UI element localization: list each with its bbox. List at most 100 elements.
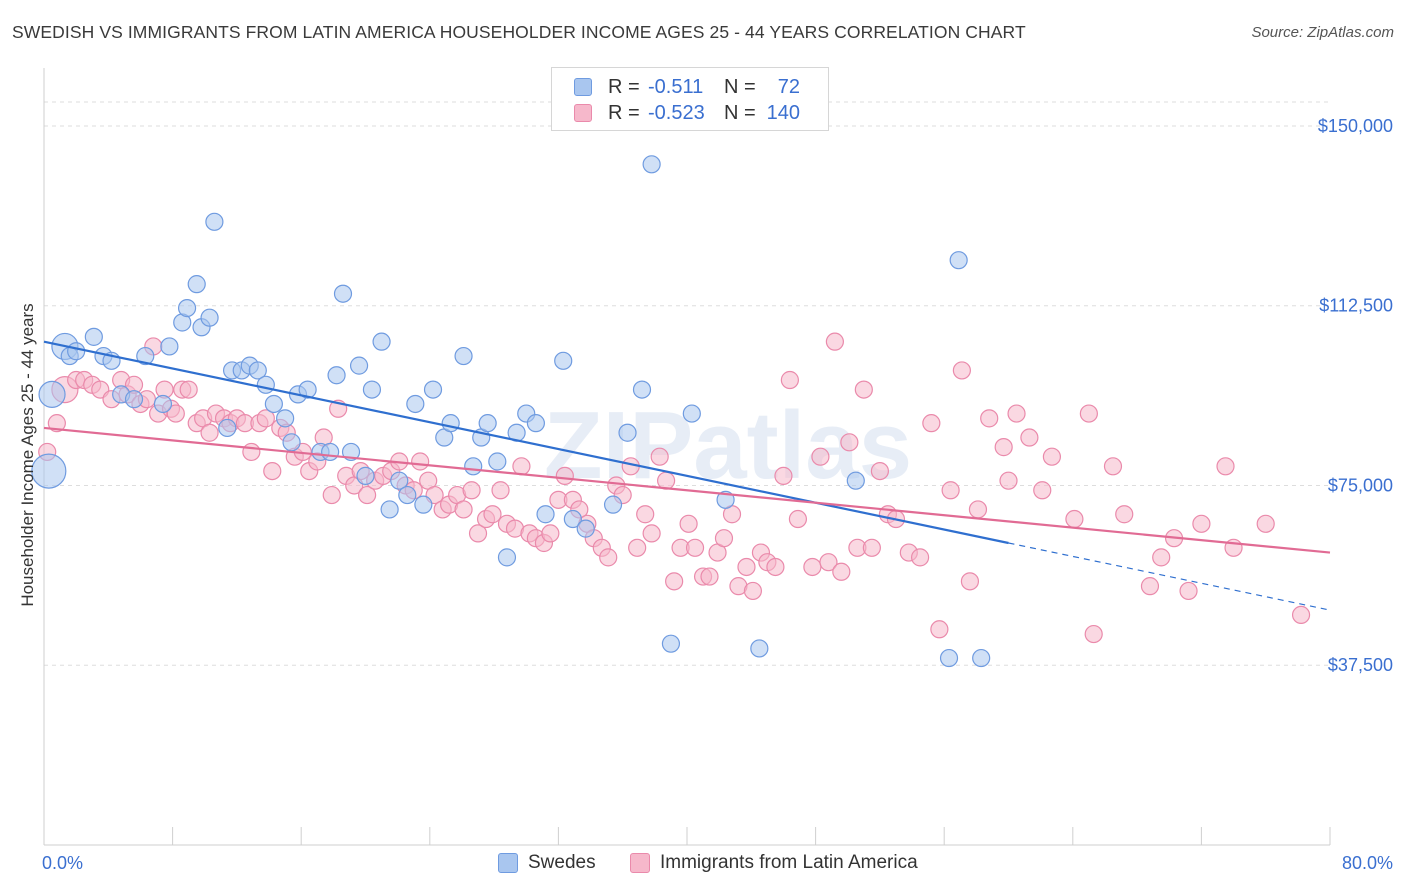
- swede-point: [618, 423, 637, 442]
- swede-point: [160, 337, 179, 356]
- latin-point: [685, 538, 705, 557]
- latin-point: [1020, 428, 1039, 447]
- swede-point: [464, 457, 483, 476]
- swede-point: [488, 452, 507, 471]
- latin-point: [1079, 404, 1098, 423]
- swede-point: [356, 466, 375, 485]
- swede-point: [554, 351, 573, 370]
- latin-point: [200, 423, 219, 442]
- latin-point: [968, 500, 988, 519]
- swede-point: [321, 442, 340, 462]
- latin-point: [803, 557, 822, 577]
- latin-point: [999, 471, 1018, 490]
- latin-point: [599, 548, 618, 567]
- swede-point: [187, 275, 206, 294]
- latin-point: [322, 485, 341, 505]
- latin-point: [454, 500, 473, 519]
- latin-legend-swatch: [630, 853, 650, 873]
- latin-point: [862, 538, 881, 557]
- latin-point: [1042, 447, 1062, 466]
- swede-point: [454, 346, 473, 366]
- swede-point: [972, 648, 991, 668]
- latin-point: [870, 461, 890, 481]
- latin-point: [930, 620, 949, 639]
- latin-point: [166, 404, 185, 423]
- latin-point: [980, 409, 999, 428]
- swede-point: [327, 366, 346, 385]
- latin-point: [743, 581, 763, 601]
- n-value: 72: [777, 75, 800, 98]
- n-value: 140: [766, 101, 800, 124]
- latin-point: [854, 380, 873, 399]
- latin-point: [811, 447, 830, 466]
- latin-point: [700, 567, 719, 586]
- legend-item-swedes[interactable]: Swedes: [498, 852, 596, 874]
- swede-point: [362, 380, 382, 399]
- latin-point: [1115, 505, 1134, 524]
- swede-point: [423, 380, 443, 399]
- latin-point: [1033, 481, 1052, 500]
- latin-swatch: [574, 104, 592, 122]
- latin-point: [650, 447, 669, 466]
- latin-point: [952, 361, 971, 380]
- latin-point: [179, 380, 198, 399]
- swedes-swatch: [574, 78, 592, 96]
- x-tick-label: 0.0%: [42, 853, 83, 873]
- latin-point: [960, 572, 980, 591]
- latin-point: [994, 438, 1013, 457]
- y-axis-title: Householder Income Ages 25 - 44 years: [18, 303, 37, 607]
- swede-point: [603, 495, 623, 514]
- latin-point: [737, 557, 756, 577]
- latin-point: [242, 442, 261, 462]
- swede-point: [298, 380, 317, 399]
- latin-point: [468, 524, 488, 543]
- swede-point: [390, 471, 409, 490]
- latin-legend-label: Immigrants from Latin America: [660, 852, 918, 873]
- latin-point: [780, 370, 799, 390]
- latin-point: [819, 553, 838, 572]
- latin-point: [628, 538, 647, 557]
- swedes-points: [31, 155, 991, 668]
- swede-point: [218, 418, 237, 438]
- swede-point: [67, 342, 86, 361]
- swede-point: [282, 433, 301, 452]
- latin-point: [1103, 457, 1123, 476]
- latin-point: [766, 557, 785, 577]
- swede-point: [153, 394, 173, 414]
- swede-point: [380, 500, 399, 519]
- latin-point: [665, 572, 684, 591]
- latin-point: [263, 461, 282, 481]
- latin-point: [922, 414, 941, 433]
- swede-point: [372, 332, 391, 351]
- latin-point: [910, 548, 930, 567]
- swede-point: [177, 299, 197, 318]
- legend-row-swedes: R = -0.511 N = 72: [574, 74, 800, 100]
- swedes-legend-label: Swedes: [528, 852, 596, 873]
- swedes-trend-extension: [1008, 542, 1331, 611]
- swede-point: [716, 490, 735, 509]
- latin-trend-line: [43, 426, 1331, 554]
- swede-point: [750, 639, 769, 658]
- latin-point: [483, 505, 502, 524]
- latin-point: [358, 485, 377, 505]
- r-label: R =: [608, 101, 640, 124]
- n-label: N =: [724, 101, 756, 124]
- swede-point: [478, 414, 497, 433]
- latin-point: [774, 466, 793, 485]
- latin-point: [256, 409, 275, 428]
- correlation-legend: R = -0.511 N = 72 R = -0.523 N = 140: [551, 67, 829, 131]
- swede-point: [682, 404, 701, 423]
- swede-point: [333, 284, 353, 303]
- chart-title: SWEDISH VS IMMIGRANTS FROM LATIN AMERICA…: [12, 22, 1026, 42]
- swede-point: [414, 495, 433, 514]
- swede-point: [200, 308, 219, 327]
- swede-point: [632, 380, 652, 399]
- x-tick-label: 80.0%: [1342, 853, 1393, 873]
- latin-point: [642, 524, 661, 543]
- legend-item-latin[interactable]: Immigrants from Latin America: [630, 852, 918, 874]
- latin-point: [462, 481, 481, 500]
- swede-point: [136, 346, 155, 366]
- latin-point: [1216, 457, 1235, 476]
- latin-point: [788, 509, 808, 529]
